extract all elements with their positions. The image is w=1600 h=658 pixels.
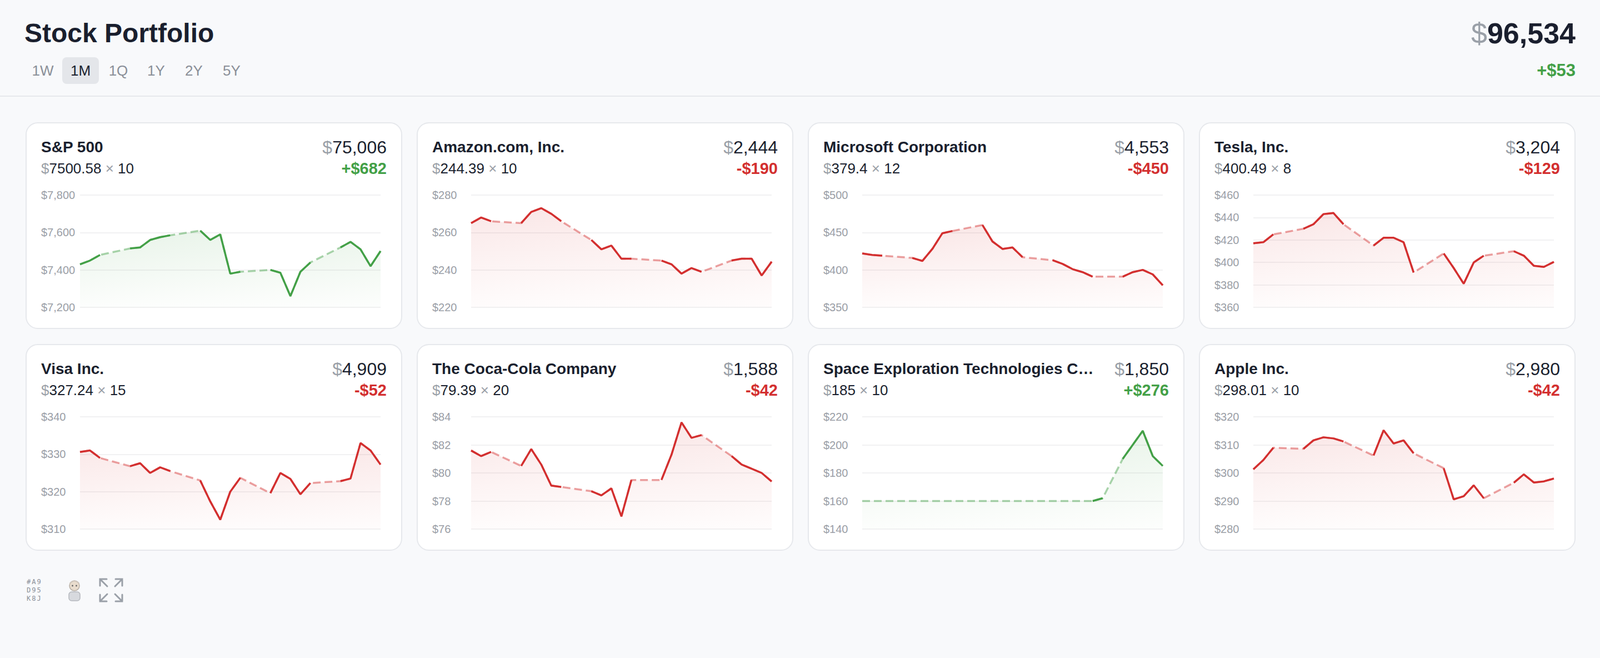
html-text:S&P 500: S&P 500: [41, 138, 104, 156]
svg-text:$500: $500: [823, 188, 849, 202]
svg-text:$160: $160: [823, 495, 849, 508]
svg-text:$280: $280: [1214, 522, 1240, 535]
html-text:1Y: 1Y: [147, 62, 165, 79]
html-text:$ 96,534: $ 96,534: [1471, 17, 1576, 50]
html-text:$ 79.39 × 20: $ 79.39 × 20: [432, 381, 509, 399]
svg-text:$310: $310: [1214, 438, 1240, 452]
svg-text:$140: $140: [823, 522, 849, 535]
svg-text:$7,600: $7,600: [41, 226, 75, 239]
svg-text:$7,400: $7,400: [41, 263, 75, 277]
svg-text:$380: $380: [1214, 278, 1240, 292]
html-text:$ 244.39 × 10: $ 244.39 × 10: [432, 159, 517, 177]
svg-text:$84: $84: [432, 410, 451, 423]
svg-text:$310: $310: [41, 522, 67, 535]
html-text:D95: D95: [26, 585, 43, 594]
html-text:#A9: #A9: [26, 577, 43, 586]
svg-text:$76: $76: [432, 522, 451, 535]
html-text:1M: 1M: [70, 62, 91, 79]
svg-text:$360: $360: [1214, 301, 1240, 314]
svg-text:$220: $220: [432, 301, 458, 314]
html-text:+$682: +$682: [341, 159, 387, 177]
html-text:Tesla, Inc.: Tesla, Inc.: [1214, 138, 1289, 156]
html-text:Space Exploration Technologies: Space Exploration Technologies C…: [823, 360, 1094, 378]
svg-text:$7,800: $7,800: [41, 188, 75, 202]
html-text:$ 1,850: $ 1,850: [1114, 358, 1169, 379]
svg-text:$440: $440: [1214, 211, 1240, 224]
html-text:-$42: -$42: [745, 380, 778, 399]
html-text:Microsoft Corporation: Microsoft Corporation: [823, 138, 987, 156]
svg-text:$78: $78: [432, 495, 451, 508]
svg-text:$80: $80: [432, 466, 451, 479]
html-text:$ 2,444: $ 2,444: [723, 136, 778, 157]
html-text:$ 1,588: $ 1,588: [723, 358, 778, 379]
svg-text:$180: $180: [823, 466, 849, 479]
svg-text:$400: $400: [1214, 256, 1240, 269]
svg-text:$260: $260: [432, 226, 458, 239]
svg-text:$240: $240: [432, 263, 458, 277]
html-text:$ 327.24 × 15: $ 327.24 × 15: [41, 381, 126, 399]
svg-text:$320: $320: [41, 485, 67, 498]
svg-text:$200: $200: [823, 438, 849, 452]
svg-text:$460: $460: [1214, 188, 1240, 202]
html-text:K8J: K8J: [26, 594, 43, 602]
html-text:-$52: -$52: [354, 380, 387, 399]
html-text:-$190: -$190: [736, 159, 778, 177]
html-text:Visa Inc.: Visa Inc.: [41, 360, 104, 378]
html-text:1Q: 1Q: [108, 62, 128, 79]
html-text:-$450: -$450: [1127, 159, 1169, 177]
html-text:$ 4,553: $ 4,553: [1114, 136, 1169, 157]
html-text:$ 298.01 × 10: $ 298.01 × 10: [1214, 381, 1300, 399]
svg-text:$400: $400: [823, 263, 849, 277]
html-text:-$42: -$42: [1527, 380, 1560, 399]
svg-text:$82: $82: [432, 438, 451, 452]
html-text:Amazon.com, Inc.: Amazon.com, Inc.: [432, 138, 565, 156]
svg-text:$7,200: $7,200: [41, 301, 75, 314]
html-text:5Y: 5Y: [222, 62, 241, 79]
svg-text:$290: $290: [1214, 495, 1240, 508]
svg-text:$350: $350: [823, 301, 849, 314]
html-text:1W: 1W: [31, 62, 54, 79]
html-text:2Y: 2Y: [185, 62, 203, 79]
html-text:$ 3,204: $ 3,204: [1505, 136, 1560, 157]
html-text:-$129: -$129: [1518, 159, 1560, 177]
svg-text:$220: $220: [823, 410, 849, 423]
html-text:+$276: +$276: [1123, 380, 1169, 399]
html-text:$ 4,909: $ 4,909: [332, 358, 387, 379]
html-text:$ 185 × 10: $ 185 × 10: [823, 381, 888, 399]
svg-text:$280: $280: [432, 188, 458, 202]
html-text:$ 2,980: $ 2,980: [1505, 358, 1560, 379]
svg-text:$320: $320: [1214, 410, 1240, 423]
html-text:Stock Portfolio: Stock Portfolio: [24, 18, 215, 48]
svg-text:$420: $420: [1214, 233, 1240, 247]
svg-text:$330: $330: [41, 447, 67, 460]
html-text:$ 7500.58 × 10: $ 7500.58 × 10: [41, 159, 134, 177]
html-text:Apple Inc.: Apple Inc.: [1214, 360, 1289, 378]
svg-text:$450: $450: [823, 226, 849, 239]
svg-text:$300: $300: [1214, 466, 1240, 479]
svg-text:$340: $340: [41, 410, 67, 423]
html-text:+$53: +$53: [1536, 60, 1576, 80]
html-text:$ 400.49 × 8: $ 400.49 × 8: [1214, 159, 1292, 177]
html-text:The Coca-Cola Company: The Coca-Cola Company: [432, 360, 617, 378]
html-text:$ 75,006: $ 75,006: [322, 136, 387, 157]
html-text:$ 379.4 × 12: $ 379.4 × 12: [823, 159, 901, 177]
